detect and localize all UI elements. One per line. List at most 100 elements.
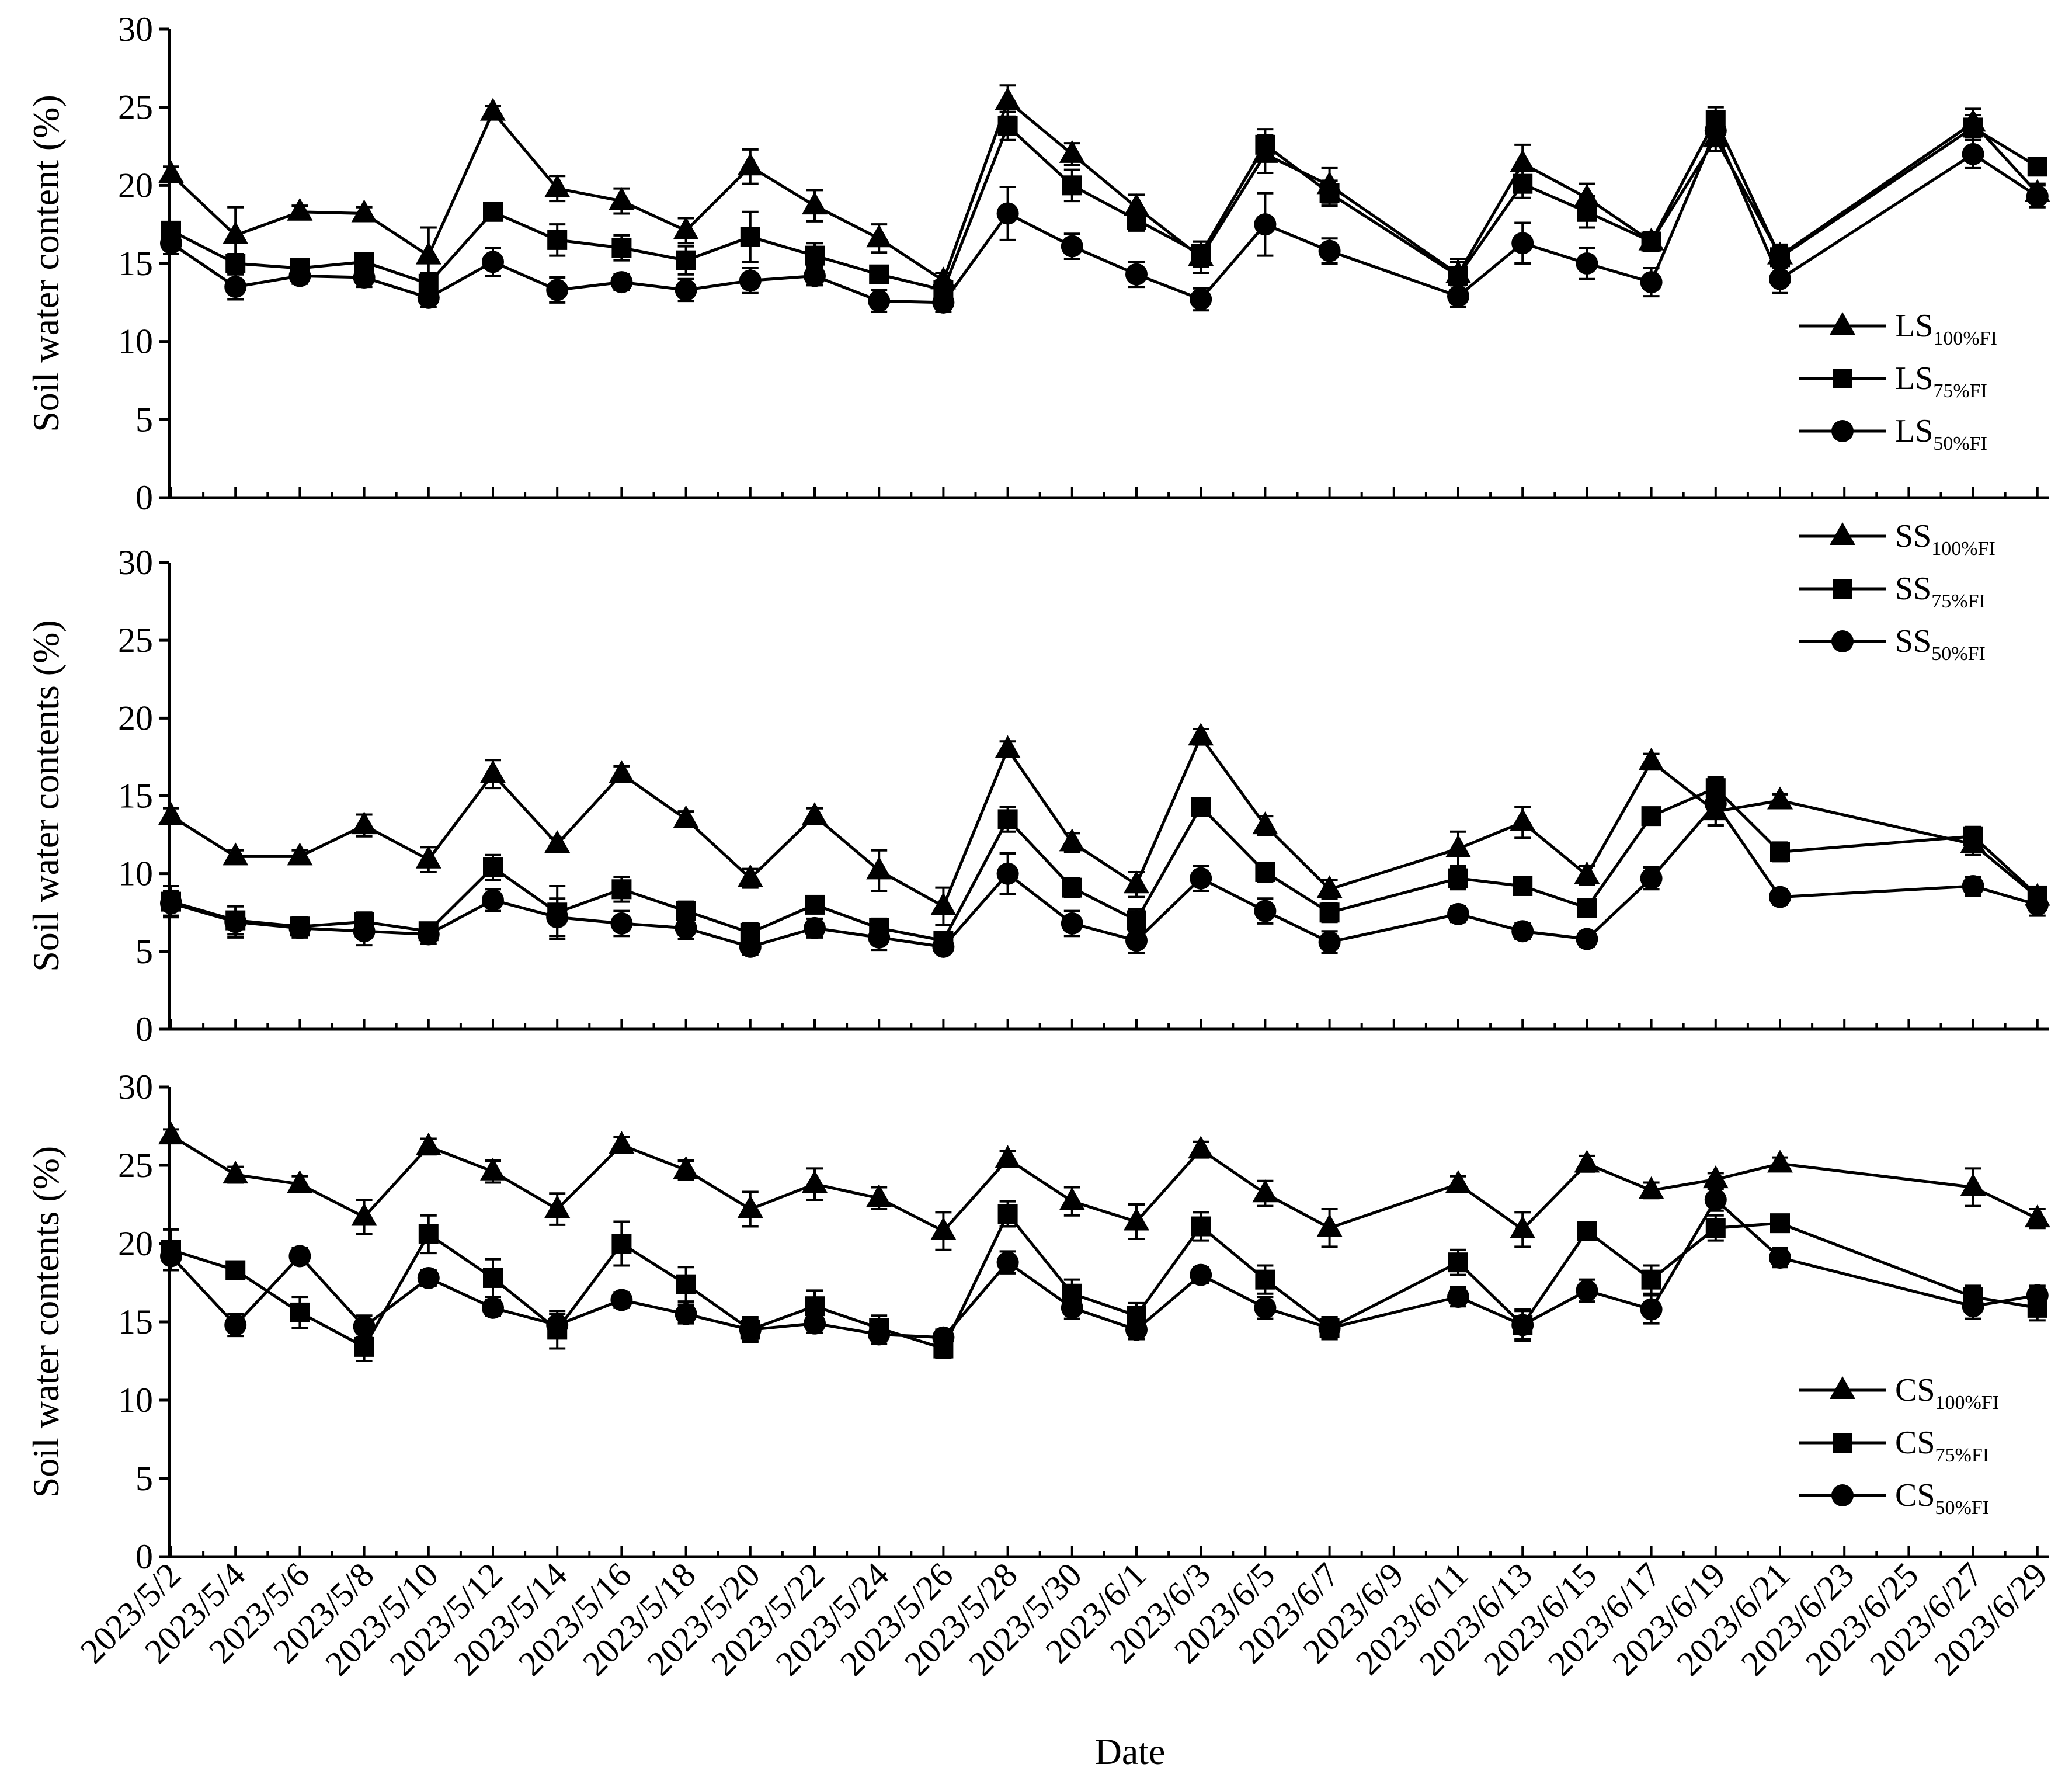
data-point (1188, 723, 1214, 746)
data-point (1769, 886, 1791, 908)
legend-label: CS75%FI (1895, 1425, 1989, 1466)
data-point (1188, 1136, 1214, 1159)
legend-marker (1830, 312, 1855, 335)
data-point (287, 1170, 313, 1193)
data-point (1059, 140, 1085, 163)
y-tick-label: 5 (135, 1459, 153, 1498)
data-point (1124, 1207, 1149, 1231)
data-point (290, 1302, 310, 1322)
data-point (417, 286, 440, 309)
data-point (1638, 1176, 1664, 1199)
data-point (415, 845, 441, 869)
data-point (1963, 826, 1983, 846)
data-point (1124, 870, 1149, 894)
data-point (546, 1314, 569, 1336)
data-point (158, 160, 184, 183)
y-axis-title: Soil water content (%) (25, 95, 67, 432)
data-point (1702, 1165, 1729, 1189)
data-point (1127, 210, 1146, 230)
data-point (1318, 1317, 1341, 1339)
data-point (482, 888, 504, 911)
data-point (804, 916, 826, 939)
data-point (482, 251, 504, 273)
data-point (995, 1145, 1021, 1168)
data-point (351, 199, 377, 223)
data-point (609, 1131, 635, 1154)
legend-1: LS100%FI LS75%FI LS50%FI (1799, 308, 1997, 454)
data-point (160, 232, 182, 255)
data-point (1319, 902, 1340, 923)
y-tick-label: 20 (118, 1224, 153, 1263)
data-point (1704, 119, 1727, 142)
data-point (804, 265, 826, 287)
data-point (1190, 288, 1212, 311)
data-point (480, 98, 506, 121)
data-point (1448, 868, 1468, 888)
data-point (1191, 1216, 1211, 1237)
legend-marker (1833, 579, 1852, 599)
data-point (1962, 1295, 1984, 1318)
series-line (171, 1212, 2038, 1350)
y-axis-title: Soil water contents (%) (25, 620, 67, 972)
data-point (802, 192, 828, 215)
data-point (225, 254, 246, 273)
legend-marker (1831, 420, 1854, 442)
data-point (287, 842, 313, 866)
y-tick-label: 5 (135, 400, 153, 439)
legend-marker (1831, 1484, 1854, 1506)
data-point (351, 811, 377, 835)
data-point (544, 1195, 571, 1218)
data-point (1125, 929, 1148, 952)
data-point (676, 1274, 696, 1294)
data-point (1062, 877, 1082, 898)
data-point (288, 265, 311, 287)
y-tick-label: 30 (118, 543, 153, 582)
x-axis-title: Date (1095, 1731, 1166, 1772)
legend-3: CS100%FI CS75%FI CS50%FI (1799, 1372, 1999, 1519)
data-point (223, 221, 249, 244)
data-point (351, 1203, 377, 1226)
y-tick-label: 25 (118, 621, 153, 659)
legend-2: SS100%FI SS75%FI SS50%FI (1799, 518, 1995, 665)
data-point (1125, 1318, 1148, 1341)
data-point (1254, 213, 1277, 236)
data-point (996, 1251, 1019, 1274)
data-point (354, 1336, 374, 1357)
data-point (930, 1217, 957, 1240)
data-point (1061, 912, 1083, 935)
data-point (1962, 143, 1984, 165)
data-point (1510, 808, 1536, 831)
data-point (1705, 1218, 1726, 1238)
data-point (1318, 239, 1341, 262)
data-point (1255, 134, 1275, 155)
data-point (1770, 842, 1790, 862)
data-point (224, 276, 247, 298)
legend-label: SS75%FI (1895, 571, 1986, 612)
data-point (805, 245, 825, 266)
data-point (160, 1245, 182, 1268)
data-point (160, 892, 182, 915)
y-tick-label: 30 (118, 10, 153, 48)
data-point (804, 1312, 826, 1335)
data-point (1447, 285, 1469, 308)
data-point (158, 802, 184, 825)
data-point (483, 857, 503, 878)
data-point (866, 856, 892, 880)
data-point (1191, 797, 1211, 817)
data-point (673, 805, 699, 828)
data-point (1513, 173, 1533, 194)
data-point (610, 912, 633, 935)
data-point (224, 911, 247, 933)
legend-label: SS50%FI (1895, 623, 1986, 665)
series-CS-100%FI (158, 1122, 2050, 1251)
data-point (675, 279, 697, 301)
series-CS-75%FI (161, 1200, 2047, 1362)
data-point (1252, 1179, 1278, 1203)
data-point (868, 926, 891, 949)
y-tick-label: 0 (135, 478, 153, 517)
data-point (1641, 231, 1661, 252)
data-point (737, 864, 763, 887)
data-point (995, 735, 1021, 758)
data-point (1255, 862, 1275, 883)
data-point (415, 241, 441, 265)
